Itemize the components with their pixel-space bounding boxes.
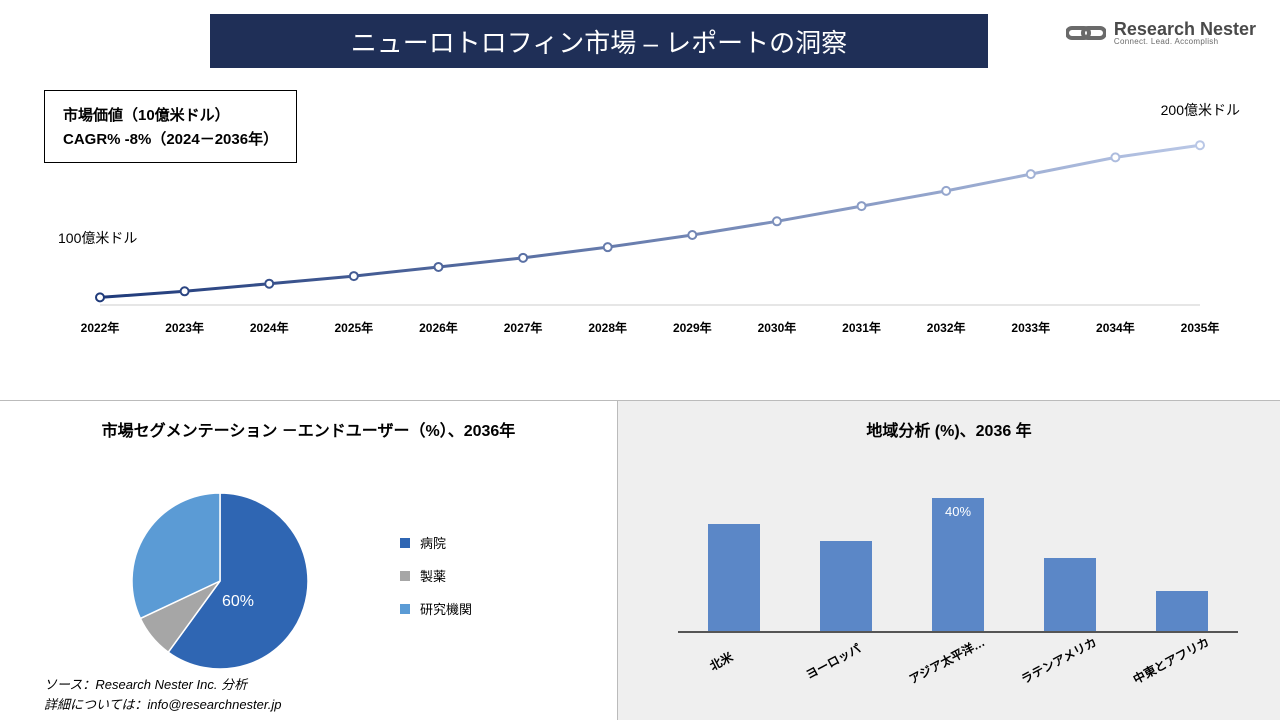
pie-chart: 60% bbox=[130, 491, 310, 671]
source-citation: ソース：Research Nester Inc. 分析 詳細については：info… bbox=[44, 675, 281, 714]
title-banner: ニューロトロフィン市場 – レポートの洞察 bbox=[210, 14, 988, 68]
svg-text:2030年: 2030年 bbox=[758, 320, 797, 335]
region-bar bbox=[820, 541, 872, 631]
pie-main-value: 60% bbox=[222, 593, 254, 611]
svg-text:2026年: 2026年 bbox=[419, 320, 458, 335]
svg-text:2028年: 2028年 bbox=[588, 320, 627, 335]
pie-legend: 病院製薬研究機関 bbox=[400, 519, 472, 632]
source-line-2: 詳細については：info@researchnester.jp bbox=[44, 695, 281, 715]
legend-item: 病院 bbox=[400, 533, 472, 552]
segmentation-panel: 市場セグメンテーション －エンドユーザー（%）、2036年 60% 病院製薬研究… bbox=[0, 400, 618, 720]
source-line-1: ソース：Research Nester Inc. 分析 bbox=[44, 675, 281, 695]
growth-line-chart: 2022年 2023年 2024年 2025年 2026年 2027年 2028年 2029年… bbox=[60, 120, 1230, 350]
svg-text:2035年: 2035年 bbox=[1181, 320, 1220, 335]
bar-title: 地域分析 (%)、2036 年 bbox=[618, 419, 1280, 445]
legend-swatch bbox=[400, 571, 410, 581]
line-end-value: 200億米ドル bbox=[1161, 100, 1240, 120]
region-bar bbox=[1156, 591, 1208, 631]
svg-text:2022年: 2022年 bbox=[81, 320, 120, 335]
svg-text:2032年: 2032年 bbox=[927, 320, 966, 335]
legend-swatch bbox=[400, 538, 410, 548]
region-bar bbox=[1044, 558, 1096, 631]
brand-logo: Research Nester Connect. Lead. Accomplis… bbox=[1066, 20, 1256, 46]
region-bar bbox=[708, 524, 760, 631]
legend-label: 病院 bbox=[420, 533, 446, 552]
bar-category-label: 中東とアフリカ bbox=[1130, 635, 1228, 724]
svg-text:2033年: 2033年 bbox=[1011, 320, 1050, 335]
legend-label: 製薬 bbox=[420, 566, 446, 585]
chain-icon bbox=[1066, 20, 1106, 46]
region-panel: 地域分析 (%)、2036 年 40% 北米ヨーロッパアジア太平洋…ラテンアメリ… bbox=[618, 400, 1280, 720]
svg-text:2031年: 2031年 bbox=[842, 320, 881, 335]
svg-text:2023年: 2023年 bbox=[165, 320, 204, 335]
pie-title: 市場セグメンテーション －エンドユーザー（%）、2036年 bbox=[0, 419, 617, 445]
legend-swatch bbox=[400, 604, 410, 614]
svg-text:2025年: 2025年 bbox=[334, 320, 373, 335]
region-bar-chart: 40% 北米ヨーロッパアジア太平洋…ラテンアメリカ中東とアフリカ bbox=[678, 473, 1238, 693]
bar-category-label: ヨーロッパ bbox=[794, 635, 892, 724]
legend-item: 研究機関 bbox=[400, 599, 472, 618]
legend-label: 研究機関 bbox=[420, 599, 472, 618]
brand-name: Research Nester bbox=[1114, 20, 1256, 38]
page-title: ニューロトロフィン市場 – レポートの洞察 bbox=[351, 23, 847, 60]
bar-category-label: 北米 bbox=[682, 635, 780, 724]
legend-item: 製薬 bbox=[400, 566, 472, 585]
bar-category-label: アジア太平洋… bbox=[906, 635, 1004, 724]
svg-text:2029年: 2029年 bbox=[673, 320, 712, 335]
region-bar: 40% bbox=[932, 498, 984, 631]
svg-text:2024年: 2024年 bbox=[250, 320, 289, 335]
svg-text:2027年: 2027年 bbox=[504, 320, 543, 335]
bar-category-label: ラテンアメリカ bbox=[1018, 635, 1116, 724]
svg-text:2034年: 2034年 bbox=[1096, 320, 1135, 335]
brand-tagline: Connect. Lead. Accomplish bbox=[1114, 38, 1256, 46]
bar-value-label: 40% bbox=[932, 504, 984, 519]
